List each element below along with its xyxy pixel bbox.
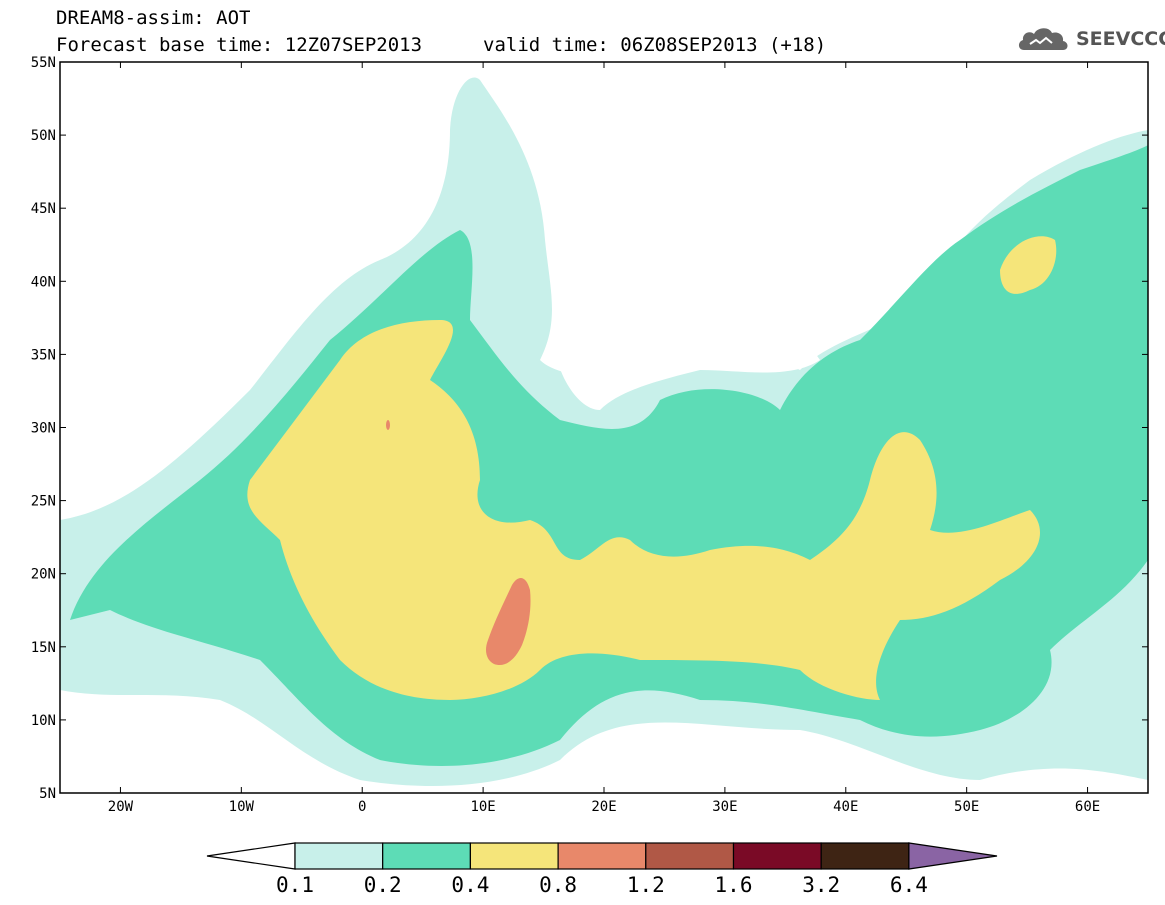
colorbar-level-label: 3.2	[802, 873, 840, 897]
colorbar-level-label: 1.2	[627, 873, 665, 897]
lat-label: 55N	[31, 55, 56, 71]
lat-label: 40N	[31, 274, 56, 290]
colorbar-swatch	[557, 842, 647, 870]
colorbar-swatch	[469, 842, 559, 870]
valid-time: valid time: 06Z08SEP2013 (+18)	[483, 34, 827, 56]
map-title: DREAM8-assim: AOT	[56, 7, 251, 29]
lat-label: 10N	[31, 713, 56, 729]
lat-label: 45N	[31, 201, 56, 217]
lat-label: 50N	[31, 128, 56, 144]
aot-patch-caspian	[1000, 236, 1057, 294]
lon-label: 50E	[954, 799, 979, 815]
lat-label: 35N	[31, 347, 56, 363]
lat-label: 15N	[31, 640, 56, 656]
colorbar-under-arrow	[206, 842, 296, 870]
colorbar: 0.1 0.2 0.4 0.8 1.2 1.6 3.2 6.4	[206, 842, 998, 897]
lat-label: 20N	[31, 567, 56, 583]
colorbar-swatch	[294, 842, 384, 870]
colorbar-swatch	[382, 842, 472, 870]
lon-label: 10W	[229, 799, 255, 815]
lat-label: 25N	[31, 494, 56, 510]
lon-label: 10E	[470, 799, 495, 815]
colorbar-swatch	[732, 842, 822, 870]
lon-label: 20W	[108, 799, 134, 815]
colorbar-level-label: 1.6	[715, 873, 753, 897]
colorbar-level-label: 0.2	[364, 873, 402, 897]
lat-label: 5N	[39, 786, 56, 802]
cloud-icon	[1018, 28, 1068, 50]
lat-label: 30N	[31, 421, 56, 437]
colorbar-level-label: 0.4	[451, 873, 489, 897]
colorbar-swatch	[820, 842, 910, 870]
lon-label: 60E	[1075, 799, 1100, 815]
colorbar-over-arrow	[908, 842, 998, 870]
lon-label: 30E	[712, 799, 737, 815]
colorbar-swatch	[645, 842, 735, 870]
aot-band-0.8	[486, 578, 531, 666]
aot-clear-iberia	[60, 62, 440, 420]
colorbar-level-label: 0.1	[276, 873, 314, 897]
aot-band-0.4	[247, 320, 1040, 700]
lon-label: 0	[358, 799, 366, 815]
lon-label: 40E	[833, 799, 858, 815]
logo-text: SEEVCCC	[1076, 28, 1165, 50]
lat-axis: 55N 50N 45N 40N 35N 30N 25N 20N 15N 10N 5N	[31, 55, 1148, 802]
aot-clear-europe	[520, 62, 1148, 350]
colorbar-level-label: 6.4	[890, 873, 928, 897]
seevccc-logo: SEEVCCC	[1016, 24, 1165, 54]
aot-contours	[60, 62, 1148, 793]
aot-speck	[386, 420, 390, 430]
lon-label: 20E	[591, 799, 616, 815]
colorbar-level-label: 0.8	[539, 873, 577, 897]
forecast-base-time: Forecast base time: 12Z07SEP2013	[56, 34, 423, 56]
lon-axis: 20W 10W 0 10E 20E 30E 40E 50E 60E	[108, 62, 1100, 815]
